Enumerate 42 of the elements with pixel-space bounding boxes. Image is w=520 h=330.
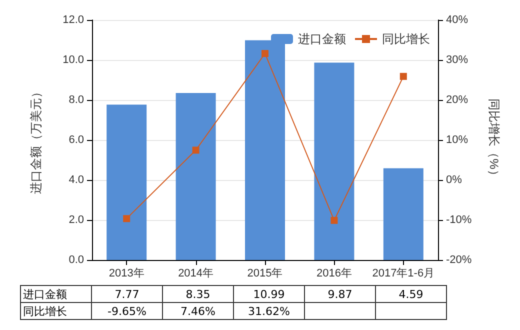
y2-tick-label: 0%: [446, 174, 462, 186]
legend-label: 进口金额: [298, 32, 346, 46]
data-label: 10.99: [234, 286, 304, 302]
y-tick-label: 0.0: [68, 254, 84, 266]
point: [330, 216, 338, 224]
point: [400, 72, 407, 80]
bar: [176, 93, 216, 260]
y-tick-label: 2.0: [68, 214, 84, 226]
point: [192, 146, 200, 154]
data-label: -9.65%: [92, 302, 162, 320]
y-axis-title: 进口金额（万美元）: [29, 86, 43, 194]
y2-tick-label: 10%: [446, 134, 468, 146]
x-tick-label: 2013年: [108, 268, 144, 280]
data-label: 4.59: [376, 286, 446, 302]
y2-tick-label: -10%: [446, 214, 472, 226]
x-tick-label: 2014年: [178, 268, 214, 280]
x-tick-label: 2015年: [247, 268, 283, 280]
data-label: 31.62%: [234, 302, 304, 320]
y-tick-label: 4.0: [68, 174, 84, 186]
y2-tick-label: 20%: [446, 94, 468, 106]
bar: [314, 62, 354, 260]
y-tick-label: 10.0: [62, 54, 84, 66]
point: [123, 215, 130, 222]
x-tick-label: 2017年1-6月: [372, 268, 435, 280]
legend-label: 同比增长: [382, 32, 430, 46]
text: 进口金额: [23, 288, 67, 300]
bar: [106, 104, 147, 260]
y-tick-label: 8.0: [68, 94, 84, 106]
y2-tick-label: 30%: [446, 54, 468, 66]
data-label: 7.77: [92, 286, 162, 302]
text: 同比增长: [23, 304, 67, 318]
x-tick-label: 2016年: [316, 268, 352, 280]
data-label: 8.35: [162, 286, 234, 302]
y2-axis-title: 同比增长（%）: [487, 98, 501, 182]
y2-tick-label: -20%: [446, 254, 472, 266]
data-label: 9.87: [304, 286, 376, 302]
point: [262, 50, 268, 58]
y2-tick-label: 40%: [446, 14, 468, 26]
y-tick-label: 6.0: [68, 134, 84, 146]
y-tick-label: 12.0: [62, 14, 84, 26]
bar: [383, 168, 424, 260]
data-label: 7.46%: [162, 302, 234, 320]
